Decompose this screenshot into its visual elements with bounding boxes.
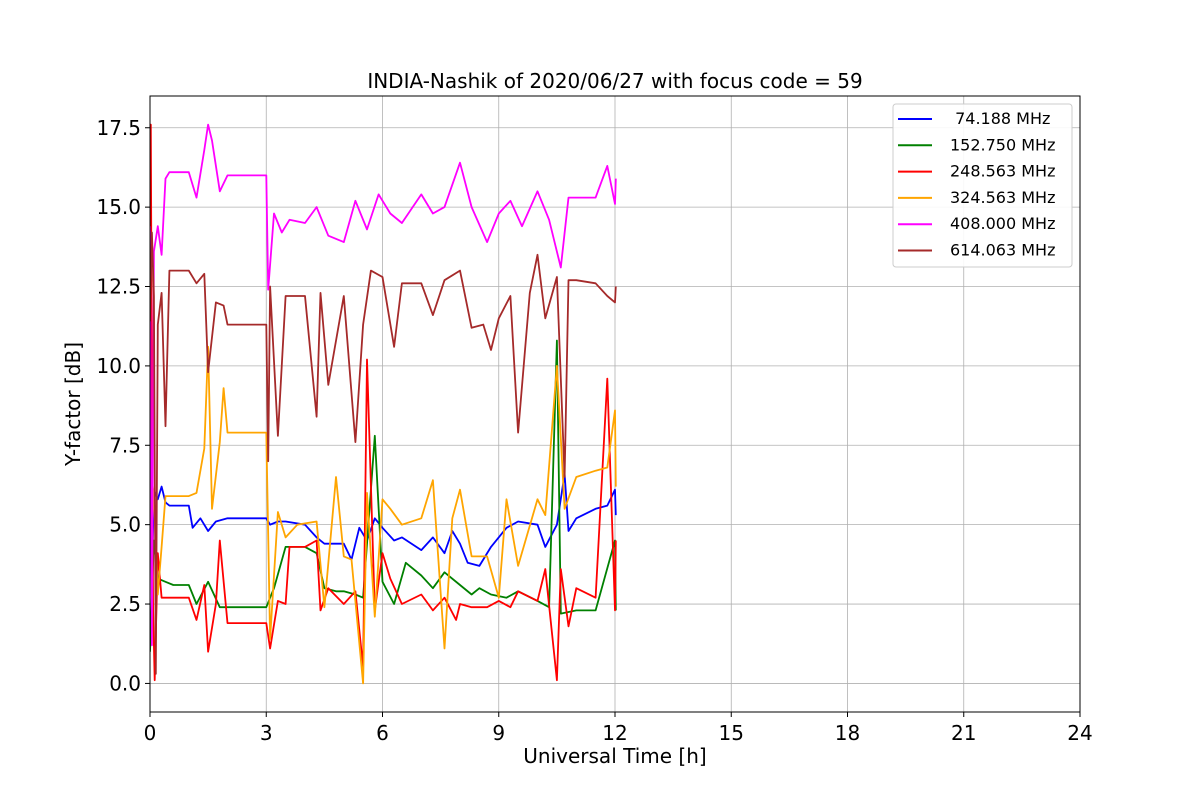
y-tick-label: 12.5 — [96, 275, 141, 299]
x-tick-label: 9 — [492, 721, 505, 745]
plot-area — [150, 123, 617, 685]
x-tick-label: 21 — [951, 721, 976, 745]
series-line-5 — [150, 231, 617, 675]
y-tick-label: 2.5 — [109, 592, 141, 616]
x-tick-label: 3 — [260, 721, 273, 745]
x-tick-label: 15 — [719, 721, 744, 745]
y-axis-label: Y-factor [dB] — [61, 342, 85, 467]
y-tick-label: 15.0 — [96, 195, 141, 219]
series-line-4 — [150, 123, 617, 647]
legend-label-0: 74.188 MHz — [950, 109, 1050, 128]
legend-box — [892, 103, 1073, 268]
series-lines — [150, 123, 617, 685]
chart-title: INDIA-Nashik of 2020/06/27 with focus co… — [367, 69, 862, 93]
legend-label-3: 324.563 MHz — [950, 188, 1055, 207]
legend-label-5: 614.063 MHz — [950, 241, 1055, 260]
y-tick-label: 7.5 — [109, 433, 141, 457]
y-tick-label: 10.0 — [96, 354, 141, 378]
axis-ticks: 0 3 6 9 12 15 18 21 24 0.0 2.5 5.0 7.5 10.0 12.5 15.0 17… — [96, 116, 1092, 745]
y-tick-label: 5.0 — [109, 513, 141, 537]
x-tick-label: 6 — [376, 721, 389, 745]
x-tick-label: 18 — [835, 721, 860, 745]
series-line-0 — [150, 419, 617, 583]
x-tick-label: 0 — [144, 721, 157, 745]
legend-entries: 74.188 MHz 152.750 MHz 248.563 MHz 324.563 … — [898, 109, 1055, 260]
y-tick-label: 0.0 — [109, 671, 141, 695]
x-tick-label: 24 — [1067, 721, 1092, 745]
legend-label-2: 248.563 MHz — [950, 162, 1055, 181]
legend-label-4: 408.000 MHz — [950, 214, 1055, 233]
legend-label-1: 152.750 MHz — [950, 135, 1055, 154]
x-axis-label: Universal Time [h] — [523, 744, 706, 768]
legend: 74.188 MHz 152.750 MHz 248.563 MHz 324.563 … — [892, 103, 1073, 268]
series-line-3 — [150, 345, 617, 685]
x-tick-label: 12 — [602, 721, 627, 745]
series-line-2 — [150, 123, 617, 682]
y-tick-label: 17.5 — [96, 116, 141, 140]
